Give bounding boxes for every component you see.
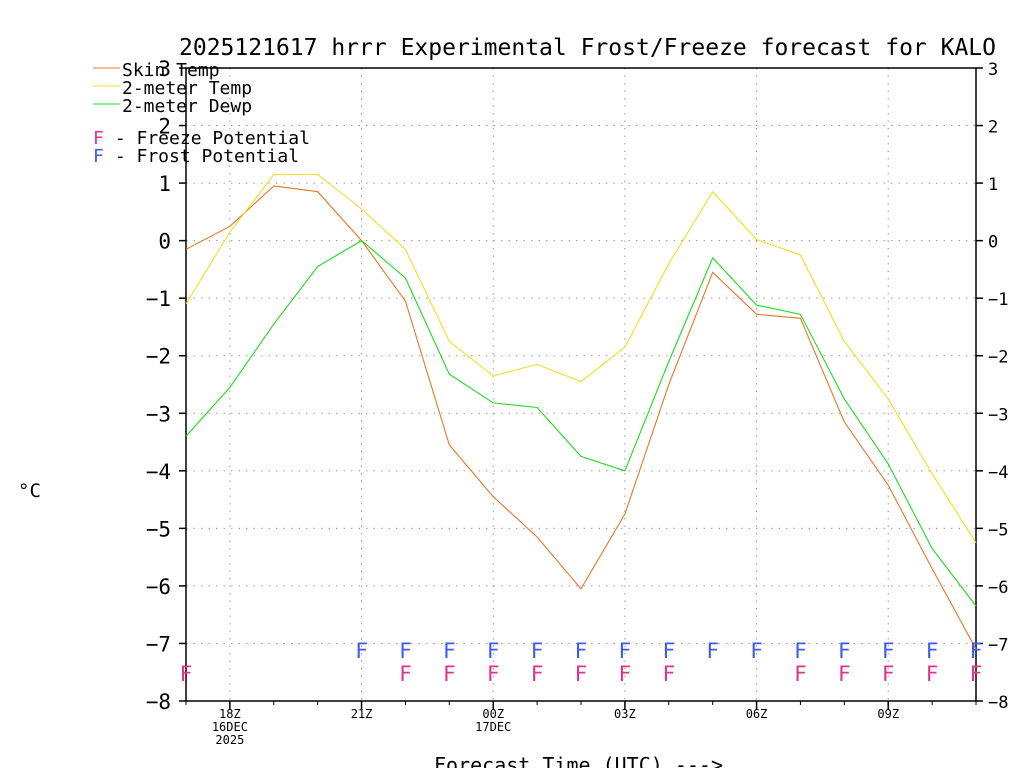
- frost-marker: F: [838, 639, 851, 663]
- y-axis-ticks: −8 −8 −7 −7 −6 −6 −5 −5 −4 −4 −3 −3 −2 −2 −1 −1 0 0 1 1 2 2 3 3: [146, 57, 1009, 714]
- x-tick-label: 06Z: [746, 707, 768, 721]
- frost-marker: F: [662, 639, 675, 663]
- legend-label-skin-temp: Skin Temp: [122, 60, 220, 81]
- y-tick-label-left: −6: [146, 575, 171, 599]
- legend-label-2m-temp: 2-meter Temp: [122, 78, 252, 99]
- series-line-skin-temp: [185, 185, 977, 650]
- x-axis-label: Forecast Time (UTC) --->: [434, 753, 723, 768]
- y-tick-label-right: −7: [988, 635, 1008, 655]
- y-tick-label-left: 1: [158, 172, 171, 196]
- legend-frost-symbol: F: [93, 146, 104, 167]
- legend-frost-label: - Frost Potential: [104, 146, 299, 167]
- frost-marker: F: [355, 639, 368, 663]
- frost-marker: F: [926, 639, 939, 663]
- freeze-marker: F: [794, 662, 807, 686]
- x-tick-label: 16DEC: [212, 720, 248, 734]
- freeze-marker: F: [399, 662, 412, 686]
- legend-freeze-symbol: F: [93, 128, 104, 149]
- x-tick-label: 03Z: [614, 707, 636, 721]
- y-tick-label-left: −5: [146, 517, 171, 541]
- frost-marker: F: [794, 639, 807, 663]
- x-tick-label: 17DEC: [475, 720, 511, 734]
- freeze-marker: F: [531, 662, 544, 686]
- frost-marker: F: [399, 639, 412, 663]
- grid-layer: [186, 68, 976, 701]
- plot-frame: [185, 67, 977, 702]
- frost-marker: F: [970, 639, 983, 663]
- y-tick-label-left: −1: [146, 287, 171, 311]
- x-tick-label: 18Z: [219, 707, 241, 721]
- freeze-marker: F: [487, 662, 500, 686]
- frost-marker: F: [487, 639, 500, 663]
- y-tick-label-left: −4: [146, 460, 171, 484]
- freeze-marker: F: [970, 662, 983, 686]
- freeze-marker: F: [443, 662, 456, 686]
- y-tick-label-left: −2: [146, 345, 171, 369]
- frost-freeze-markers: F F F F F F F F F F F F F F FF F F F F F F F F F F F F: [180, 639, 983, 686]
- series-line-2-meter-temp: [185, 173, 977, 544]
- freeze-marker: F: [882, 662, 895, 686]
- series-layer: [185, 173, 977, 650]
- freeze-marker: F: [619, 662, 632, 686]
- frost-marker: F: [750, 639, 763, 663]
- freeze-marker: F: [662, 662, 675, 686]
- y-tick-label-right: −4: [988, 463, 1008, 483]
- x-tick-label: 21Z: [351, 707, 373, 721]
- y-tick-label-right: 2: [988, 118, 998, 138]
- frost-marker: F: [706, 639, 719, 663]
- series-line-2-meter-dewp: [185, 239, 977, 607]
- y-axis-label: °C: [18, 480, 41, 502]
- y-tick-label-right: 0: [988, 233, 998, 253]
- frost-marker: F: [443, 639, 456, 663]
- frost-marker: F: [531, 639, 544, 663]
- y-tick-label-right: −1: [988, 290, 1008, 310]
- y-tick-label-left: −8: [146, 690, 171, 714]
- chart-title: 2025121617 hrrr Experimental Frost/Freez…: [179, 35, 996, 61]
- x-tick-label: 2025: [215, 733, 244, 747]
- x-tick-label: 09Z: [877, 707, 899, 721]
- legend-freeze-label: - Freeze Potential: [104, 128, 310, 149]
- y-tick-label-left: 2: [158, 115, 171, 139]
- y-tick-label-right: −3: [988, 405, 1008, 425]
- freeze-marker: F: [838, 662, 851, 686]
- freeze-marker: F: [926, 662, 939, 686]
- y-tick-label-right: −2: [988, 348, 1008, 368]
- legend-label-2m-dewp: 2-meter Dewp: [122, 96, 252, 117]
- freeze-marker: F: [575, 662, 588, 686]
- y-tick-label-left: −7: [146, 632, 171, 656]
- y-tick-label-right: −6: [988, 578, 1008, 598]
- frost-marker: F: [575, 639, 588, 663]
- frost-marker: F: [882, 639, 895, 663]
- y-tick-label-left: 0: [158, 230, 171, 254]
- y-tick-label-right: 1: [988, 175, 998, 195]
- y-tick-label-right: −8: [988, 693, 1008, 713]
- freeze-marker: F: [180, 662, 193, 686]
- x-tick-label: 00Z: [482, 707, 504, 721]
- y-tick-label-left: −3: [146, 402, 171, 426]
- frost-marker: F: [619, 639, 632, 663]
- y-tick-label-right: −5: [988, 520, 1008, 540]
- legend: Skin Temp 2-meter Temp 2-meter Dewp F - …: [93, 60, 310, 167]
- y-tick-label-right: 3: [988, 60, 998, 80]
- y-tick-label-left: 3: [158, 57, 171, 81]
